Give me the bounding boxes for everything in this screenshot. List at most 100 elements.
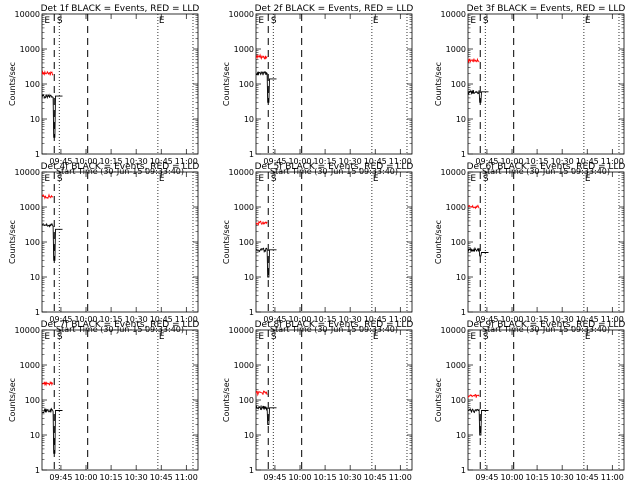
y-tick-label: 100	[239, 238, 254, 247]
x-tick-label: 10:30	[339, 315, 362, 324]
y-tick-label: 1000	[446, 45, 466, 54]
marker-label: E	[373, 174, 379, 184]
x-tick-label: 10:15	[100, 315, 123, 324]
marker-label: E	[585, 174, 591, 184]
y-tick-label: 10000	[441, 168, 466, 177]
x-tick-label: 10:30	[125, 315, 148, 324]
x-tick-label: 10:45	[576, 157, 599, 166]
series-events-line	[256, 247, 277, 278]
x-axis-label: Start Time (30-Jun-15 09:33:40)	[482, 325, 610, 334]
series-lld-line	[468, 394, 480, 399]
chart-panel-8: Det 8f BLACK = Events, RED = LLD 1 10 100 10…	[222, 320, 413, 480]
chart-title: Det 2f BLACK = Events, RED = LLD	[255, 4, 414, 14]
marker-label: S	[271, 332, 277, 342]
marker-label: E	[373, 16, 379, 26]
y-axis-label: Counts/sec	[8, 378, 17, 422]
y-tick-label: 10	[244, 431, 254, 440]
marker-label: E	[159, 332, 165, 342]
x-tick-label: 10:30	[551, 315, 574, 324]
series-lld-line	[468, 57, 480, 64]
x-tick-label: 09:45	[49, 315, 72, 324]
y-tick-label: 1000	[20, 203, 40, 212]
x-tick-label: 10:30	[125, 157, 148, 166]
marker-label: E	[373, 332, 379, 342]
x-axis-label: Start Time (30-Jun-15 09:33:40)	[56, 167, 184, 176]
series-lld-line	[256, 53, 268, 61]
marker-label: E	[159, 174, 165, 184]
chart-panel-5: Det 5f BLACK = Events, RED = LLD 1 10 100 10…	[222, 162, 413, 334]
x-tick-label: 09:45	[475, 157, 498, 166]
x-tick-label: 09:45	[263, 157, 286, 166]
x-axis-label: Start Time (30-Jun-15 09:33:40)	[270, 325, 398, 334]
x-tick-label: 10:30	[551, 157, 574, 166]
chart-panel-7: Det 7f BLACK = Events, RED = LLD 1 10 100 10…	[8, 320, 199, 480]
x-tick-label: 10:45	[576, 315, 599, 324]
x-tick-label: 10:15	[526, 315, 549, 324]
marker-label: E	[258, 174, 264, 184]
y-tick-label: 100	[451, 396, 466, 405]
x-tick-label: 10:00	[500, 157, 523, 166]
y-tick-label: 100	[25, 238, 40, 247]
y-tick-label: 10000	[441, 10, 466, 19]
y-tick-label: 10	[30, 273, 40, 282]
marker-label: E	[585, 332, 591, 342]
y-tick-label: 1	[461, 150, 466, 159]
y-axis-label: Counts/sec	[434, 378, 443, 422]
x-tick-label: 09:45	[263, 473, 286, 480]
x-tick-label: 09:45	[49, 157, 72, 166]
y-tick-label: 1000	[234, 203, 254, 212]
x-tick-label: 10:45	[576, 473, 599, 480]
y-tick-label: 1	[461, 308, 466, 317]
y-tick-label: 1	[35, 150, 40, 159]
series-lld-line	[256, 220, 268, 226]
y-tick-label: 1	[35, 308, 40, 317]
x-tick-label: 10:15	[314, 157, 337, 166]
y-tick-label: 10000	[229, 10, 254, 19]
y-tick-label: 10	[456, 431, 466, 440]
x-tick-label: 10:00	[288, 315, 311, 324]
chart-panel-6: Det 6f BLACK = Events, RED = LLD 1 10 100 10…	[434, 162, 625, 334]
y-tick-label: 100	[25, 80, 40, 89]
chart-title: Det 1f BLACK = Events, RED = LLD	[41, 4, 200, 14]
y-tick-label: 100	[451, 80, 466, 89]
marker-label: S	[483, 174, 489, 184]
x-tick-label: 11:00	[601, 157, 624, 166]
series-events-line	[42, 93, 63, 138]
x-tick-label: 11:00	[389, 473, 412, 480]
marker-label: E	[159, 16, 165, 26]
plot-frame	[255, 13, 413, 155]
x-tick-label: 10:45	[150, 157, 173, 166]
marker-label: E	[44, 332, 50, 342]
marker-label: S	[57, 16, 63, 26]
y-tick-label: 100	[25, 396, 40, 405]
x-tick-label: 10:15	[100, 157, 123, 166]
marker-label: E	[258, 16, 264, 26]
y-tick-label: 10000	[229, 168, 254, 177]
y-axis-label: Counts/sec	[222, 62, 231, 106]
x-axis-label: Start Time (30-Jun-15 09:33:40)	[56, 325, 184, 334]
x-tick-label: 10:45	[364, 315, 387, 324]
y-tick-label: 10000	[441, 326, 466, 335]
y-tick-label: 10	[244, 273, 254, 282]
x-tick-label: 10:30	[125, 473, 148, 480]
x-tick-label: 10:00	[500, 473, 523, 480]
y-tick-label: 1000	[446, 361, 466, 370]
marker-label: E	[258, 332, 264, 342]
marker-label: E	[470, 332, 476, 342]
marker-label: S	[483, 332, 489, 342]
y-tick-label: 1000	[234, 45, 254, 54]
y-tick-label: 10	[30, 115, 40, 124]
plot-frame	[41, 329, 199, 471]
chart-title: Det 8f BLACK = Events, RED = LLD	[255, 320, 414, 330]
x-tick-label: 10:00	[74, 315, 97, 324]
x-tick-label: 10:15	[314, 473, 337, 480]
series-lld-line	[256, 390, 268, 397]
marker-label: E	[44, 174, 50, 184]
marker-label: E	[470, 174, 476, 184]
plot-frame	[467, 171, 625, 313]
marker-label: S	[57, 332, 63, 342]
x-tick-label: 10:30	[339, 473, 362, 480]
x-tick-label: 10:15	[526, 157, 549, 166]
series-events-line	[256, 404, 277, 425]
